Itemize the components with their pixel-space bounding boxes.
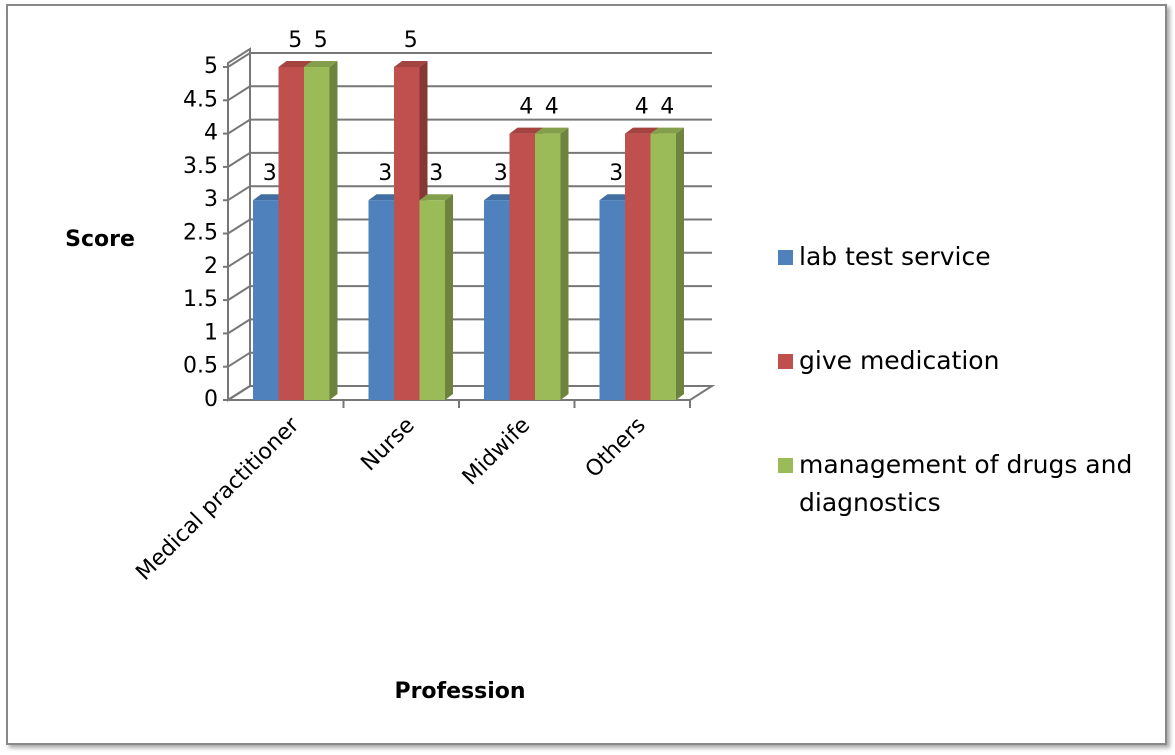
bar-side: [329, 61, 338, 400]
grid-line: [227, 52, 712, 68]
y-tick-label: 0: [204, 387, 218, 412]
bar-top: [253, 194, 287, 201]
bar-top: [535, 127, 569, 134]
bar: [625, 133, 651, 400]
grid-line: [227, 85, 712, 102]
bar-top: [368, 194, 402, 201]
x-tick-label: Medical practitioner: [131, 412, 304, 585]
legend-label: management of drugs and diagnostics: [799, 450, 1133, 517]
y-tick-label: 3: [204, 187, 218, 212]
bar-top: [599, 194, 633, 201]
y-tick-label: 5: [204, 54, 218, 79]
bar: [599, 200, 625, 400]
back-wall: [227, 47, 251, 402]
bar-side: [560, 127, 569, 400]
bar-top: [419, 194, 453, 201]
x-tick-label: Midwife: [458, 413, 535, 490]
bar-top: [509, 127, 543, 134]
y-tick-label: 0.5: [183, 354, 218, 379]
legend-item: give medication: [778, 342, 1163, 380]
y-tick-label: 4: [204, 121, 218, 146]
legend-swatch: [778, 250, 793, 265]
legend-item: management of drugs and diagnostics: [778, 446, 1163, 522]
y-axis-title: Score: [65, 227, 135, 252]
bar-top: [278, 61, 312, 67]
data-label: 4: [519, 95, 533, 120]
grid-line: [227, 118, 712, 135]
legend-swatch: [778, 458, 793, 473]
data-label: 4: [635, 95, 649, 120]
chart-frame: [6, 4, 1167, 745]
bar: [650, 133, 676, 400]
data-label: 3: [263, 161, 277, 186]
data-label: 3: [378, 161, 392, 186]
bar-top: [484, 194, 518, 201]
y-tick-label: 1.5: [183, 287, 218, 312]
bar: [368, 200, 394, 400]
legend-swatch: [778, 354, 793, 369]
bar: [419, 200, 445, 400]
data-label: 4: [660, 95, 674, 120]
bar-top: [625, 127, 659, 134]
bar: [304, 67, 330, 400]
legend: lab test service give medication managemen…: [778, 238, 1163, 588]
bar: [278, 67, 304, 400]
bar: [535, 133, 561, 400]
data-label: 4: [545, 95, 559, 120]
data-label: 3: [494, 161, 508, 186]
y-tick-label: 2: [204, 254, 218, 279]
data-label: 5: [404, 28, 418, 53]
bar-top: [650, 127, 684, 134]
bar-top: [394, 61, 428, 67]
data-label: 5: [314, 28, 328, 53]
y-tick-label: 4.5: [183, 87, 218, 112]
legend-item: lab test service: [778, 238, 1163, 276]
legend-label: lab test service: [799, 242, 991, 271]
bar-top: [304, 61, 338, 67]
legend-label: give medication: [799, 346, 1000, 375]
y-tick-label: 2.5: [183, 221, 218, 246]
x-axis-title: Profession: [394, 679, 525, 704]
bar: [253, 200, 279, 400]
y-tick-label: 1: [204, 320, 218, 345]
bar-side: [676, 127, 684, 400]
data-label: 5: [288, 28, 302, 53]
bar-side: [445, 194, 453, 400]
y-tick-label: 3.5: [183, 154, 218, 179]
x-tick-label: Nurse: [356, 413, 419, 476]
bar: [484, 200, 510, 400]
x-tick-label: Others: [581, 413, 651, 483]
bar: [394, 67, 420, 400]
data-label: 3: [429, 161, 443, 186]
bar: [509, 133, 535, 400]
data-label: 3: [609, 161, 623, 186]
